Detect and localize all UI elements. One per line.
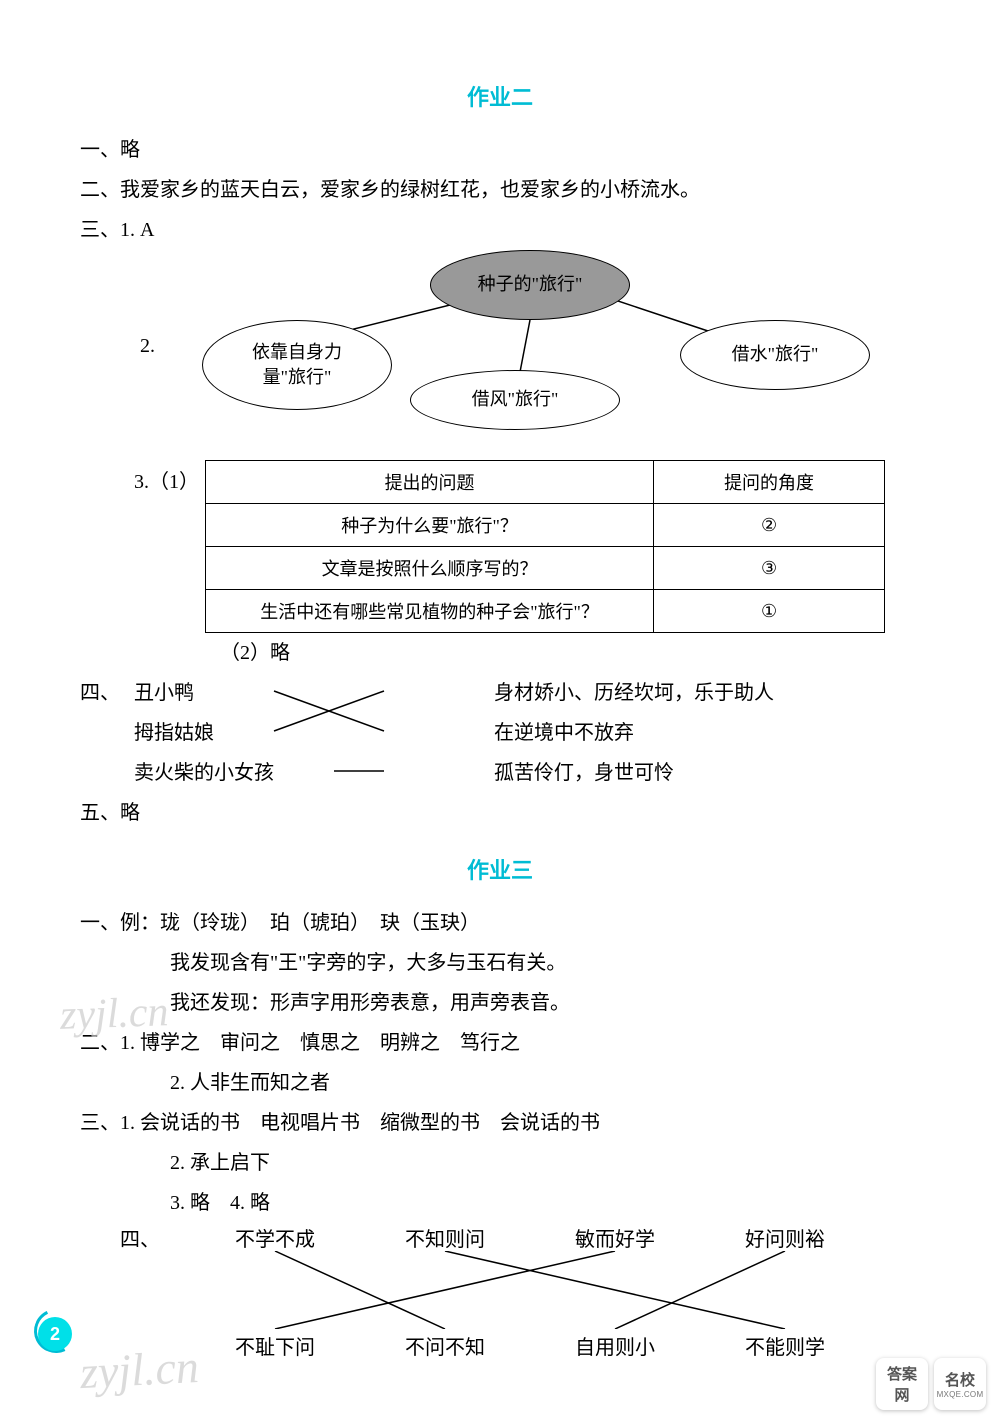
- hw2-q1: 一、略: [80, 130, 920, 170]
- m2-top-0: 不学不成: [190, 1223, 360, 1252]
- hw3-q2b: 2. 人非生而知之者: [170, 1063, 920, 1103]
- hw2-q4-label: 四、: [80, 673, 134, 793]
- table-row: 文章是按照什么顺序写的？ ③: [206, 547, 885, 590]
- question-table: 提出的问题 提问的角度 种子为什么要"旅行"？ ② 文章是按照什么顺序写的？ ③…: [205, 460, 885, 633]
- match-left-1: 拇指姑娘: [134, 713, 334, 753]
- m2-bot-1: 不问不知: [360, 1331, 530, 1360]
- m2-bot-3: 不能则学: [700, 1331, 870, 1360]
- th-angle: 提问的角度: [654, 461, 885, 504]
- match-left-2: 卖火柴的小女孩: [134, 753, 334, 793]
- diagram-left: 依靠自身力 量"旅行": [202, 320, 392, 410]
- wm-box-2: 名校 MXQE.COM: [934, 1358, 986, 1410]
- hw3-q3b: 2. 承上启下: [170, 1143, 920, 1183]
- m2-bot-0: 不耻下问: [190, 1331, 360, 1360]
- hw2-q3-3-2: （2）略: [220, 633, 920, 673]
- wm-box-1: 答案 网: [876, 1358, 928, 1410]
- match-right-2: 孤苦伶仃，身世可怜: [494, 753, 774, 793]
- m2-top-1: 不知则问: [360, 1223, 530, 1252]
- hw3-q1a: 一、例：珑（玲珑） 珀（琥珀） 玦（玉玦）: [80, 903, 920, 943]
- page-number: 2: [38, 1317, 72, 1351]
- page: 作业二 一、略 二、我爱家乡的蓝天白云，爱家乡的绿树红花，也爱家乡的小桥流水。 …: [0, 0, 1000, 1403]
- hw2-q3-1: 三、1. A: [80, 210, 920, 250]
- diagram-center: 种子的"旅行": [430, 250, 630, 320]
- hw3-q4-label: 四、: [120, 1223, 160, 1252]
- hw2-q3-3-table-wrap: 3.（1） 提出的问题 提问的角度 种子为什么要"旅行"？ ② 文章是按照什么顺…: [134, 460, 920, 633]
- match-right-0: 身材娇小、历经坎坷，乐于助人: [494, 673, 774, 713]
- hw3-q3a: 三、1. 会说话的书 电视唱片书 缩微型的书 会说话的书: [80, 1103, 920, 1143]
- table-row: 种子为什么要"旅行"？ ②: [206, 504, 885, 547]
- hw2-title: 作业二: [80, 80, 920, 112]
- th-question: 提出的问题: [206, 461, 654, 504]
- hw3-match: 四、 不学不成 不知则问 敏而好学 好问则裕 不耻下问 不问不知 自用则小 不能…: [120, 1223, 920, 1363]
- diagram-right: 借水"旅行": [680, 320, 870, 390]
- seed-diagram: 2. 种子的"旅行" 依靠自身力 量"旅行" 借风"旅行" 借水"旅行": [140, 250, 920, 450]
- hw3-q3c: 3. 略 4. 略: [170, 1183, 920, 1223]
- q3-3-label: 3.（1）: [134, 460, 199, 504]
- br-watermark: 答案 网 名校 MXQE.COM: [876, 1358, 986, 1410]
- m2-top-2: 敏而好学: [530, 1223, 700, 1252]
- hw2-q5: 五、略: [80, 793, 920, 833]
- match-left-0: 丑小鸭: [134, 673, 334, 713]
- m2-bot-2: 自用则小: [530, 1331, 700, 1360]
- diagram-mid: 借风"旅行": [410, 370, 620, 430]
- hw3-q1b: 我发现含有"王"字旁的字，大多与玉石有关。: [170, 943, 920, 983]
- hw3-q2a: 二、1. 博学之 审问之 慎思之 明辨之 笃行之: [80, 1023, 920, 1063]
- match-right-1: 在逆境中不放弃: [494, 713, 774, 753]
- table-row: 生活中还有哪些常见植物的种子会"旅行"？ ①: [206, 590, 885, 633]
- q3-2-label: 2.: [140, 335, 155, 358]
- hw3-title: 作业三: [80, 853, 920, 885]
- m2-top-3: 好问则裕: [700, 1223, 870, 1252]
- hw3-q1c: 我还发现：形声字用形旁表意，用声旁表音。: [170, 983, 920, 1023]
- hw2-match: 丑小鸭 拇指姑娘 卖火柴的小女孩 身材娇小、历经坎坷，乐于助人 在逆境中不放弃 …: [134, 673, 834, 793]
- hw2-q2: 二、我爱家乡的蓝天白云，爱家乡的绿树红花，也爱家乡的小桥流水。: [80, 170, 920, 210]
